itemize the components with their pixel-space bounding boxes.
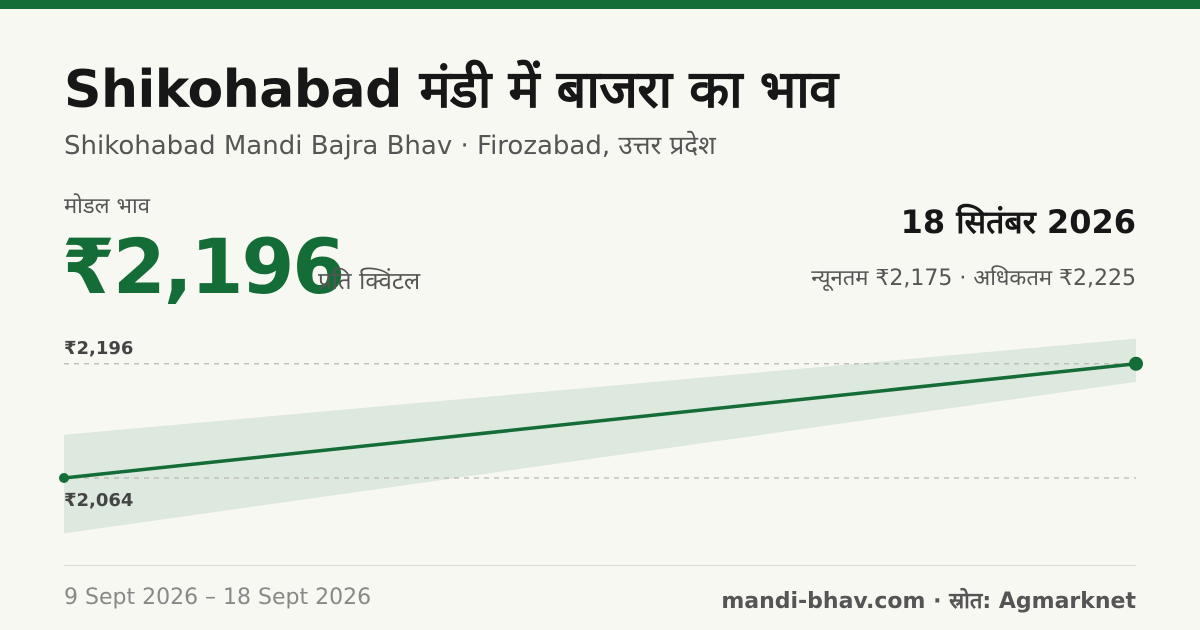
- reference-label: ₹2,196: [64, 338, 133, 359]
- price-unit: प्रति क्विंटल: [318, 267, 421, 295]
- reference-label: ₹2,064: [64, 490, 133, 511]
- modal-price-value: ₹2,196: [62, 222, 345, 311]
- footer-date-range: 9 Sept 2026 – 18 Sept 2026: [64, 585, 372, 610]
- min-max-range: न्यूनतम ₹2,175 · अधिकतम ₹2,225: [811, 266, 1136, 291]
- modal-price-label: मोडल भाव: [64, 194, 150, 219]
- page-title: Shikohabad मंडी में बाजरा का भाव: [64, 60, 838, 120]
- top-accent-bar: [0, 0, 1200, 9]
- price-date: 18 सितंबर 2026: [900, 203, 1136, 241]
- min-max-band: [64, 338, 1136, 534]
- price-line: [62, 362, 1138, 480]
- start-point-marker: [59, 472, 69, 483]
- page-subtitle: Shikohabad Mandi Bajra Bhav · Firozabad,…: [64, 131, 716, 161]
- footer-source: mandi-bhav.com · स्रोत: Agmarknet: [721, 589, 1136, 614]
- end-point-marker: [1129, 356, 1143, 371]
- footer-divider: [64, 565, 1136, 566]
